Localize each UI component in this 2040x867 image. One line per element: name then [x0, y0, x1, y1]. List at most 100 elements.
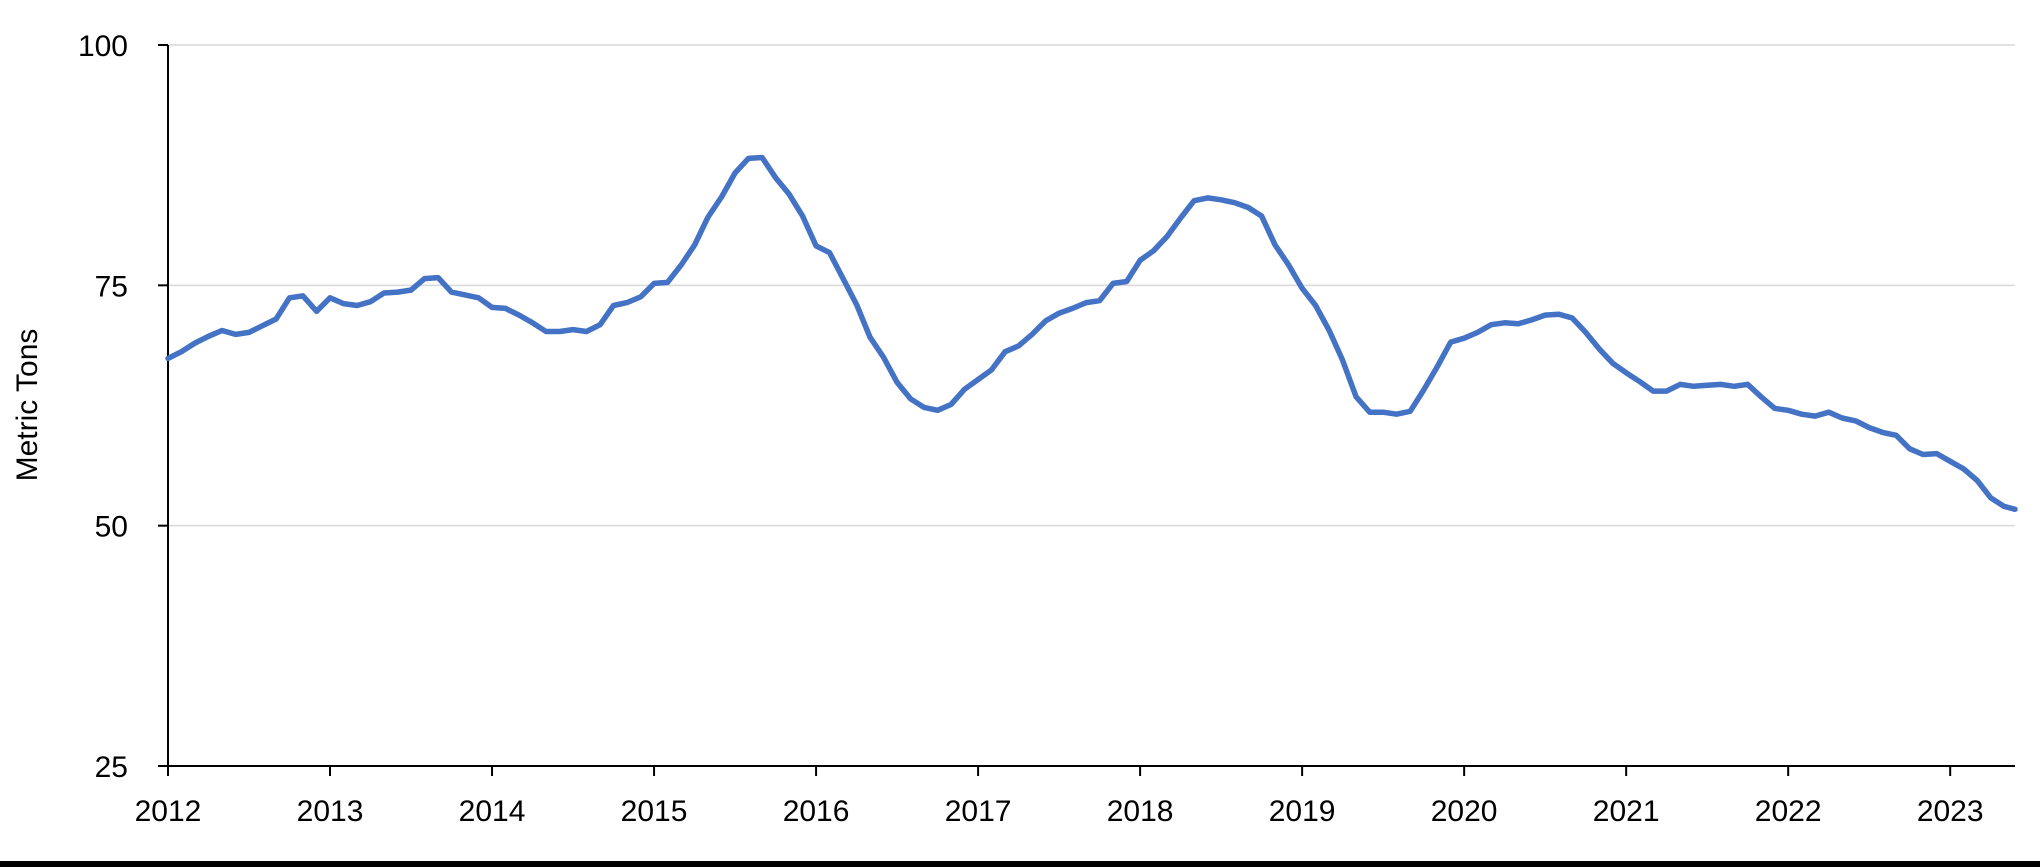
data-point	[747, 156, 751, 160]
data-point	[1098, 299, 1102, 303]
data-point	[450, 290, 454, 294]
data-point	[463, 293, 467, 297]
data-point	[1341, 358, 1345, 362]
data-point	[193, 341, 197, 345]
data-point	[422, 277, 426, 281]
data-point	[517, 313, 521, 317]
x-tick-label: 2023	[1917, 795, 1984, 828]
data-point	[814, 244, 818, 248]
data-point	[409, 288, 413, 292]
data-point	[1516, 322, 1520, 326]
x-tick-label: 2012	[135, 795, 202, 828]
data-point	[1408, 409, 1412, 413]
data-point	[1908, 447, 1912, 451]
data-point	[2002, 504, 2006, 508]
data-point	[1314, 304, 1318, 308]
data-point	[625, 301, 629, 305]
data-point	[1003, 350, 1007, 354]
x-tick-label: 2022	[1755, 795, 1822, 828]
data-point	[1543, 313, 1547, 317]
data-point	[396, 290, 400, 294]
data-point	[1327, 329, 1331, 333]
bottom-border	[0, 861, 2040, 867]
data-point	[760, 155, 764, 159]
data-point	[166, 356, 170, 360]
data-point	[1476, 330, 1480, 334]
data-point	[369, 300, 373, 304]
data-point	[895, 380, 899, 384]
data-point	[774, 176, 778, 180]
data-point	[1894, 433, 1898, 437]
data-point	[1192, 199, 1196, 203]
series-line	[165, 154, 2018, 513]
data-point	[1354, 395, 1358, 399]
data-point	[855, 303, 859, 307]
data-point	[1975, 478, 1979, 482]
data-point	[598, 323, 602, 327]
data-point	[1395, 412, 1399, 416]
data-point	[679, 263, 683, 267]
series-layer	[165, 154, 2018, 513]
data-point	[2013, 507, 2017, 511]
data-point	[247, 330, 251, 334]
data-point	[1881, 430, 1885, 434]
data-point	[1584, 330, 1588, 334]
data-point	[1125, 279, 1129, 283]
data-point	[260, 324, 264, 328]
data-point	[1422, 388, 1426, 392]
data-point	[301, 294, 305, 298]
data-point	[1368, 410, 1372, 414]
data-point	[922, 405, 926, 409]
data-point	[1206, 196, 1210, 200]
data-point	[436, 276, 440, 280]
x-tick-label: 2015	[621, 795, 688, 828]
data-point	[1692, 384, 1696, 388]
data-point	[693, 243, 697, 247]
data-point	[868, 335, 872, 339]
data-point	[1665, 389, 1669, 393]
data-point	[787, 192, 791, 196]
x-tick-label: 2018	[1107, 795, 1174, 828]
x-tick-label: 2014	[459, 795, 526, 828]
data-point	[1273, 243, 1277, 247]
data-point	[1138, 258, 1142, 262]
data-point	[1044, 319, 1048, 323]
data-point	[1030, 332, 1034, 336]
data-point	[882, 355, 886, 359]
data-point	[1678, 382, 1682, 386]
data-point	[652, 281, 656, 285]
data-point	[544, 329, 548, 333]
data-point	[639, 295, 643, 299]
y-tick-label: 75	[95, 270, 128, 303]
data-point	[1489, 323, 1493, 327]
data-point	[1179, 216, 1183, 220]
data-point	[1017, 344, 1021, 348]
data-point	[1233, 201, 1237, 205]
data-point	[382, 291, 386, 295]
data-point	[234, 332, 238, 336]
data-point	[1084, 301, 1088, 305]
x-axis-ticks: 2012 2013 2014 2015 2016 2017 2018 2019 2020 2021…	[135, 766, 1984, 828]
data-point	[1962, 467, 1966, 471]
data-point	[220, 329, 224, 333]
data-point	[1921, 453, 1925, 457]
data-point	[477, 296, 481, 300]
data-point	[1165, 234, 1169, 238]
data-point	[1611, 361, 1615, 365]
data-point	[1638, 379, 1642, 383]
data-point	[1260, 214, 1264, 218]
data-point	[1071, 306, 1075, 310]
data-point	[1651, 389, 1655, 393]
y-tick-label: 50	[95, 511, 128, 544]
data-point	[1246, 205, 1250, 209]
data-point	[1435, 365, 1439, 369]
grid-lines	[168, 44, 2015, 527]
data-point	[1057, 311, 1061, 315]
data-point	[1381, 410, 1385, 414]
data-point	[1746, 382, 1750, 386]
x-tick-label: 2013	[297, 795, 364, 828]
data-point	[584, 329, 588, 333]
data-point	[1287, 263, 1291, 267]
data-point	[1624, 371, 1628, 375]
data-point	[1813, 414, 1817, 418]
